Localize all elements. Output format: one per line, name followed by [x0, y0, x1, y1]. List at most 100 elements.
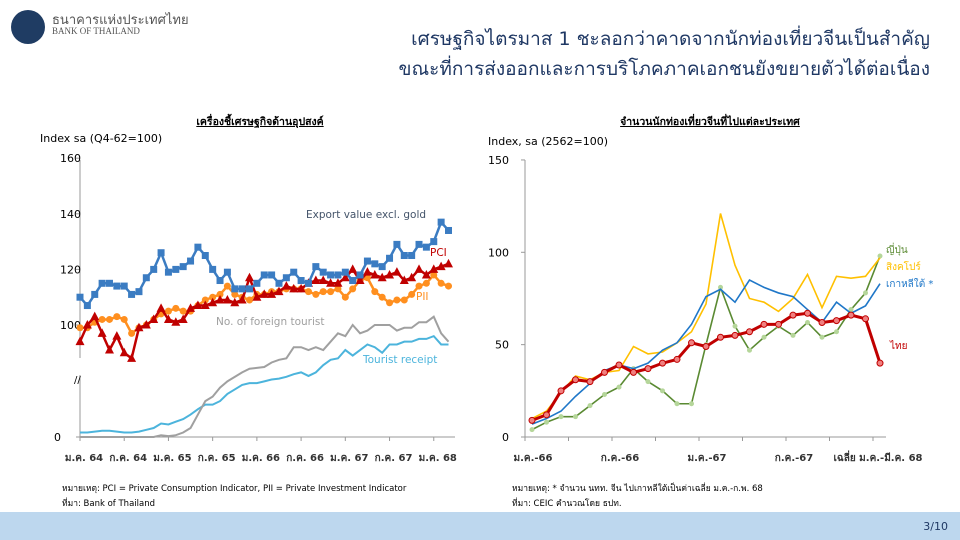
data-point	[246, 285, 254, 293]
data-point	[833, 317, 840, 325]
data-point	[296, 283, 306, 293]
data-point	[349, 277, 357, 285]
data-point	[444, 258, 453, 268]
data-point	[341, 293, 349, 301]
y-tick-label: 100	[488, 246, 509, 259]
data-point	[319, 268, 327, 276]
data-point	[393, 296, 401, 304]
data-point	[587, 403, 593, 409]
data-point	[157, 249, 165, 257]
data-point	[400, 296, 408, 304]
data-point	[141, 320, 151, 329]
data-point	[392, 267, 402, 276]
data-point	[340, 272, 350, 282]
data-point	[876, 359, 884, 367]
data-point	[429, 264, 439, 273]
data-point	[805, 319, 810, 325]
data-point	[573, 414, 578, 420]
data-point	[688, 339, 695, 347]
y-tick-label: 50	[495, 339, 509, 352]
data-point	[312, 263, 320, 271]
data-point	[586, 378, 594, 386]
data-point	[378, 263, 386, 271]
data-point	[731, 331, 739, 339]
x-tick-label: ก.ค. 67	[375, 453, 413, 464]
data-point	[105, 315, 113, 323]
data-point	[164, 307, 172, 315]
data-point	[149, 314, 159, 323]
series-line-tourist-receipt	[80, 334, 449, 434]
data-point	[134, 322, 144, 332]
data-point	[393, 240, 401, 248]
data-point	[245, 272, 255, 282]
data-point	[120, 282, 128, 290]
data-point	[76, 293, 84, 301]
data-point	[179, 263, 187, 271]
data-point	[356, 271, 364, 279]
x-tick-label: ม.ค. 64	[65, 453, 103, 464]
data-point	[267, 289, 277, 298]
data-point	[399, 275, 409, 285]
data-point	[558, 414, 564, 420]
data-point	[355, 275, 365, 285]
x-tick-label: ก.ค. 65	[198, 453, 236, 464]
data-point	[644, 365, 652, 373]
data-point	[790, 332, 796, 338]
data-point	[289, 283, 299, 293]
data-point	[194, 243, 202, 251]
data-point	[128, 290, 136, 298]
data-point	[877, 253, 883, 259]
data-point	[259, 289, 269, 298]
data-point	[818, 318, 826, 326]
org-name-thai: ธนาคารแห่งประเทศไทย	[52, 13, 189, 28]
data-point	[437, 279, 445, 287]
data-point	[231, 285, 239, 293]
data-point	[172, 265, 180, 273]
data-point	[208, 297, 218, 307]
data-point	[98, 315, 106, 323]
data-point	[237, 294, 247, 304]
data-point	[76, 324, 84, 332]
data-point	[223, 268, 231, 276]
data-point	[304, 279, 312, 287]
data-point	[385, 269, 395, 279]
data-point	[689, 401, 694, 407]
left-chart-note: หมายเหตุ: PCI = Private Consumption Indi…	[62, 484, 407, 494]
data-point	[178, 314, 188, 323]
data-point	[848, 307, 854, 313]
data-point	[253, 279, 261, 287]
data-point	[407, 272, 417, 282]
data-point	[408, 252, 416, 259]
bot-logo	[11, 10, 45, 44]
charts-canvas: // 160 140 120 100 0 ม.ค. 64 ก.ค. 64 ม.ค. 65 ก.ค.…	[54, 152, 933, 464]
data-point	[91, 290, 99, 298]
legend-label: Export value excl. gold	[306, 209, 426, 221]
data-point	[222, 294, 232, 304]
data-point	[659, 359, 666, 367]
data-point	[216, 277, 224, 285]
data-point	[430, 238, 438, 246]
data-point	[341, 268, 349, 276]
data-point	[268, 271, 276, 279]
data-point	[112, 331, 122, 340]
data-point	[334, 271, 342, 279]
legend-label: ญี่ปุ่น	[886, 242, 908, 256]
data-point	[630, 368, 637, 376]
data-point	[231, 290, 239, 298]
data-point	[128, 329, 136, 337]
data-point	[209, 293, 217, 301]
data-point	[660, 388, 665, 394]
right-chart-title: จำนวนนักท่องเที่ยวจีนที่ไปแต่ละประเทศ	[620, 116, 800, 128]
data-point	[238, 285, 246, 293]
data-point	[113, 282, 121, 290]
data-point	[171, 317, 181, 326]
axis-break-mark: //	[74, 375, 81, 386]
data-point	[246, 296, 254, 304]
x-tick-label: ก.ค.-67	[775, 453, 813, 464]
data-point	[378, 293, 386, 301]
data-point	[333, 278, 343, 287]
data-point	[186, 303, 196, 312]
data-point	[281, 281, 291, 290]
data-point	[98, 279, 106, 287]
data-point	[127, 353, 137, 362]
